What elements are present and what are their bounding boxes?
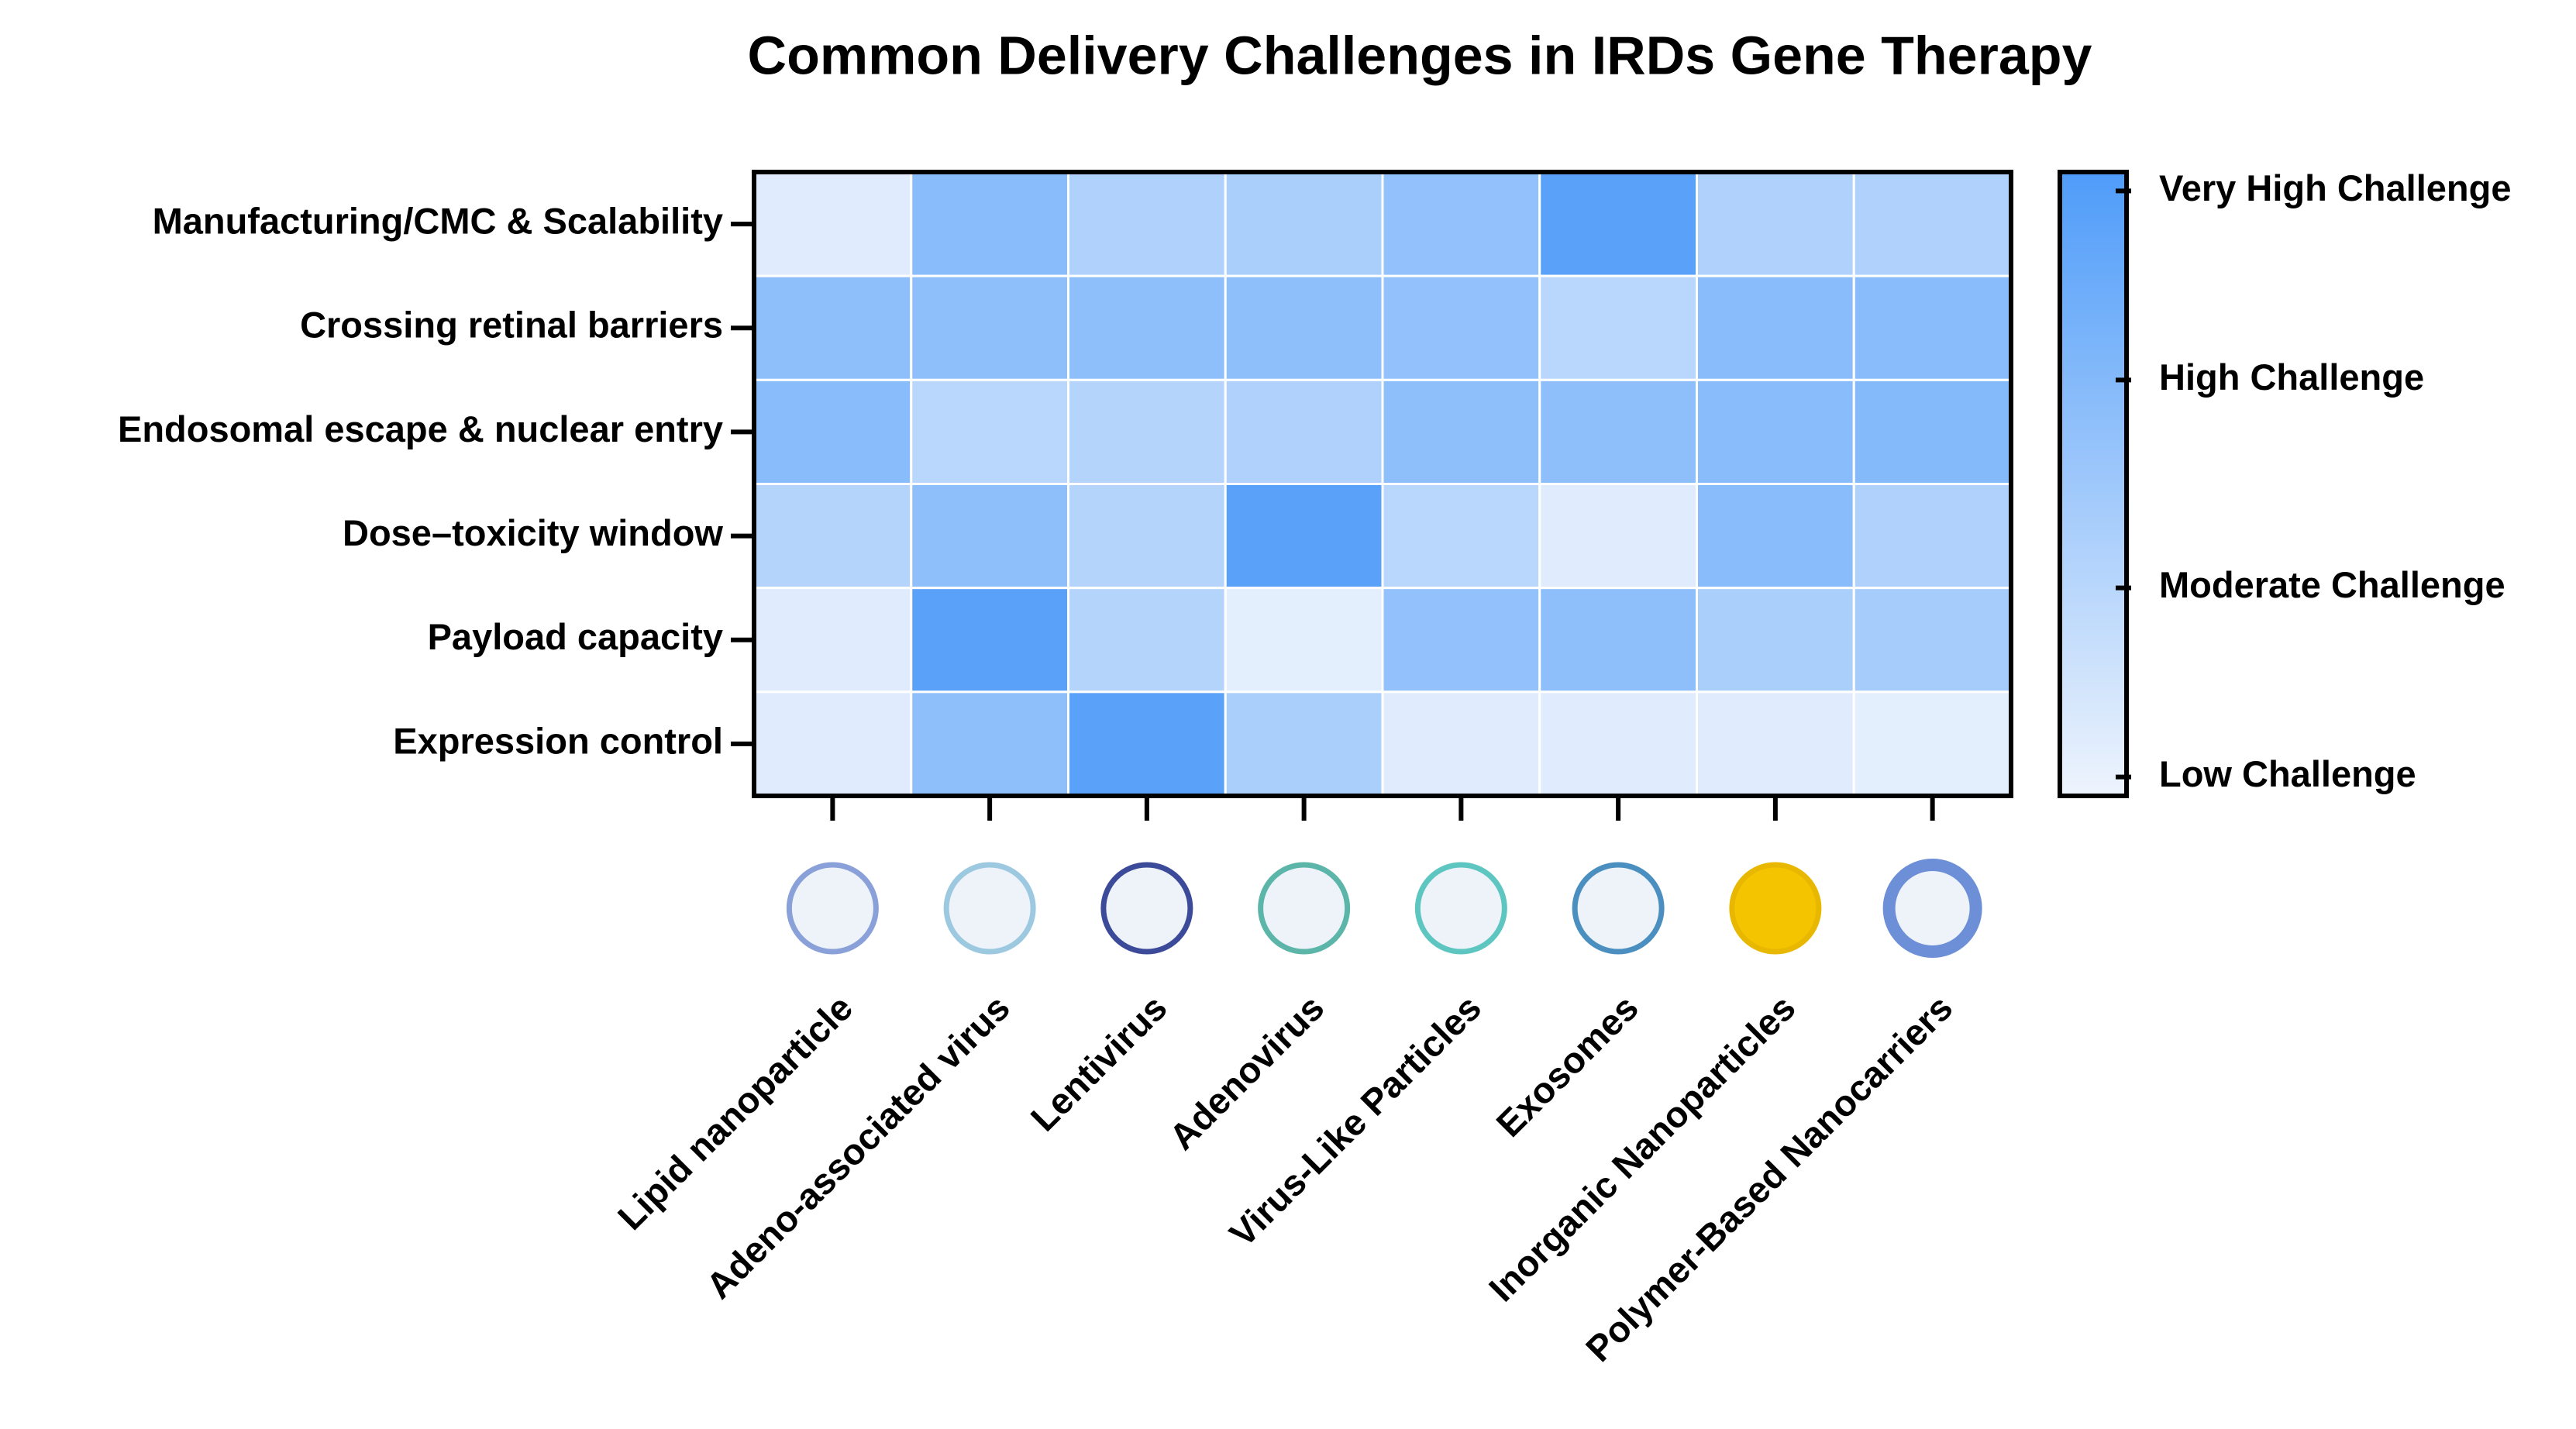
carrier-icon — [1882, 859, 1982, 958]
heatmap-cell — [910, 378, 1069, 486]
heatmap-cell — [1696, 690, 1855, 797]
heatmap-cell — [1696, 170, 1855, 277]
x-tick-label: Adeno-associated virus — [698, 987, 1018, 1306]
heatmap-cell — [752, 170, 913, 277]
heatmap-cell — [1067, 378, 1227, 486]
heatmap-cell — [752, 587, 913, 694]
carrier-icon — [1100, 862, 1193, 955]
heatmap-cell — [752, 690, 913, 797]
heatmap-cell — [1852, 483, 2013, 590]
x-tick-label: Lentivirus — [1022, 987, 1174, 1138]
heatmap-cell — [1696, 274, 1855, 381]
heatmap-cell — [1224, 483, 1384, 590]
carrier-icon — [786, 862, 879, 955]
heatmap-cell — [1852, 378, 2013, 486]
heatmap-cell — [1538, 483, 1698, 590]
y-tick-label: Expression control — [393, 720, 723, 761]
heatmap-cell — [1538, 690, 1698, 797]
heatmap-cell — [1696, 587, 1855, 694]
colorbar — [2058, 170, 2129, 798]
heatmap-cell — [1224, 690, 1384, 797]
heatmap-cell — [1381, 587, 1541, 694]
heatmap-cell — [752, 378, 913, 486]
heatmap-cell — [1067, 274, 1227, 381]
colorbar-tick-label: High Challenge — [2159, 356, 2424, 398]
carrier-icon — [1572, 862, 1665, 955]
heatmap-cell — [1538, 378, 1698, 486]
heatmap-cell — [1538, 274, 1698, 381]
heatmap-cell — [910, 690, 1069, 797]
y-tick-label: Payload capacity — [428, 616, 723, 657]
x-tick-label: Virus-Like Particles — [1221, 987, 1489, 1254]
y-tick-label: Endosomal escape & nuclear entry — [118, 408, 723, 449]
y-tick-label: Crossing retinal barriers — [300, 305, 723, 346]
heatmap-cell — [1852, 274, 2013, 381]
colorbar-tick-label: Low Challenge — [2159, 753, 2416, 794]
x-tick-label: Adenovirus — [1161, 987, 1331, 1157]
heatmap-cell — [1696, 378, 1855, 486]
heatmap-cell — [1852, 170, 2013, 277]
heatmap-cell — [1538, 587, 1698, 694]
plot-frame — [752, 170, 2013, 798]
x-tick-label: Inorganic Nanoparticles — [1481, 987, 1803, 1309]
heatmap-cell — [910, 587, 1069, 694]
y-tick-label: Dose–toxicity window — [343, 512, 723, 553]
colorbar-tick-label: Very High Challenge — [2159, 167, 2511, 208]
heatmap-cell — [1224, 274, 1384, 381]
heatmap-cell — [1381, 378, 1541, 486]
heatmap-cell — [1224, 378, 1384, 486]
heatmap-cell — [910, 170, 1069, 277]
heatmap-cell — [1224, 170, 1384, 277]
heatmap-cell — [910, 274, 1069, 381]
heatmap-cell — [1381, 690, 1541, 797]
carrier-icon — [1258, 862, 1351, 955]
heatmap-cell — [1067, 587, 1227, 694]
heatmap-cell — [1381, 274, 1541, 381]
heatmap-cell — [752, 274, 913, 381]
heatmap-cell — [1381, 483, 1541, 590]
chart-title: Common Delivery Challenges in IRDs Gene … — [748, 25, 2092, 85]
heatmap-cell — [910, 483, 1069, 590]
carrier-icon — [943, 862, 1036, 955]
heatmap-cell — [1852, 587, 2013, 694]
colorbar-tick-label: Moderate Challenge — [2159, 564, 2505, 605]
heatmap-cell — [1067, 690, 1227, 797]
heatmap-cell — [1538, 170, 1698, 277]
heatmap-cell — [1067, 170, 1227, 277]
heatmap-cell — [1852, 690, 2013, 797]
heatmap-cell — [1224, 587, 1384, 694]
heatmap-cell — [1381, 170, 1541, 277]
heatmap-cell — [752, 483, 913, 590]
carrier-icon — [1729, 862, 1822, 955]
heatmap-cell — [1696, 483, 1855, 590]
x-tick-label: Exosomes — [1488, 987, 1646, 1145]
carrier-icon — [1414, 862, 1507, 955]
heatmap-cell — [1067, 483, 1227, 590]
y-tick-label: Manufacturing/CMC & Scalability — [153, 201, 723, 242]
